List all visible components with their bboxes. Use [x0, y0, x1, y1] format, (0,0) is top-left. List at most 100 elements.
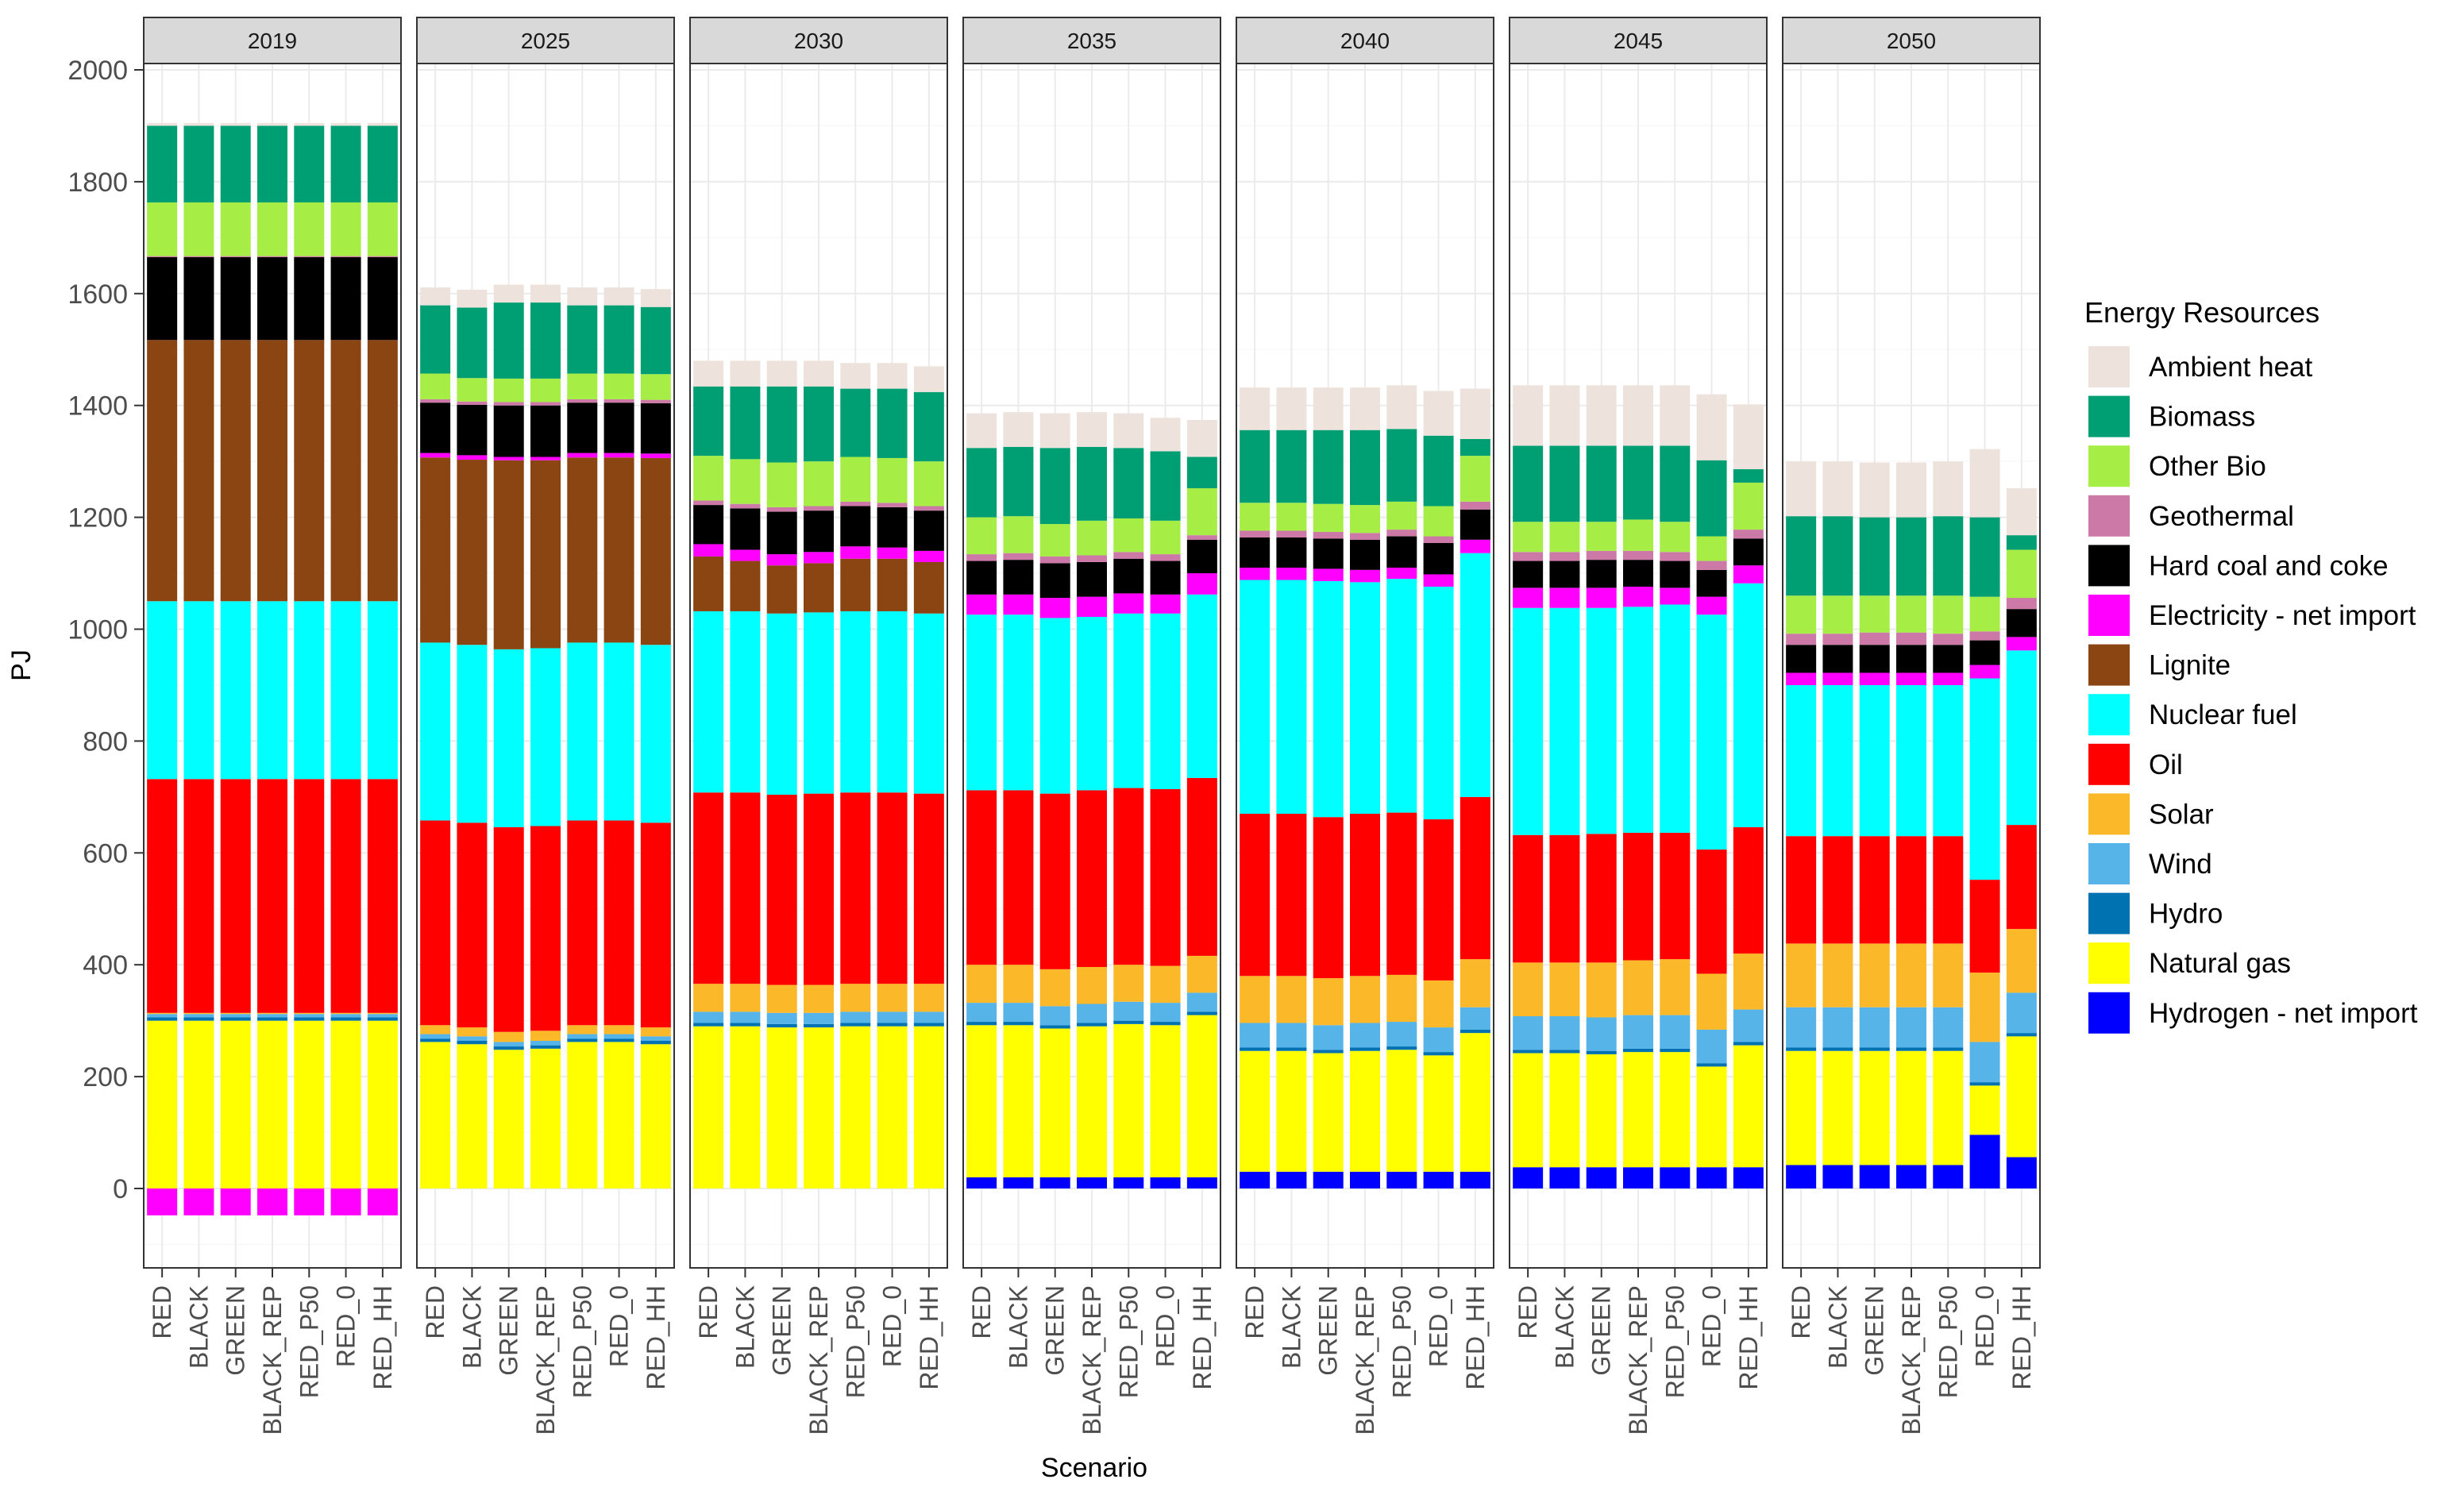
bar-segment-lignite — [257, 340, 287, 602]
bar-segment-other-bio — [2006, 549, 2037, 599]
bar-segment-hydro — [966, 1022, 997, 1026]
bar-segment-natural-gas — [1896, 1050, 1926, 1165]
bar-segment-lignite — [183, 340, 214, 602]
bar-segment-biomass — [220, 125, 251, 202]
legend-label: Hydro — [2149, 899, 2223, 930]
bar-segment-nuclear-fuel — [1423, 586, 1454, 820]
bar-segment-hard-coal-and-coke — [804, 510, 834, 553]
bar-segment-wind — [1077, 1004, 1107, 1023]
bar-segment-biomass — [1423, 435, 1454, 507]
bar-segment-wind — [294, 1014, 325, 1018]
bar-segment-hard-coal-and-coke — [603, 403, 634, 453]
bar-segment-hydro — [1786, 1047, 1817, 1051]
bar-segment-nuclear-fuel — [1240, 580, 1271, 814]
bar-segment-hard-coal-and-coke — [1039, 563, 1070, 599]
bar-2019-red-p50 — [294, 122, 325, 1215]
bar-segment-hard-coal-and-coke — [493, 405, 524, 457]
bar-segment-hard-coal-and-coke — [220, 257, 251, 341]
bar-segment-ambient-heat — [1313, 387, 1344, 430]
bar-segment-hard-coal-and-coke — [530, 405, 561, 457]
bar-segment-geothermal — [457, 401, 488, 405]
bar-segment-other-bio — [1350, 505, 1380, 534]
bar-segment-nuclear-fuel — [840, 611, 871, 793]
bar-segment-hard-coal-and-coke — [183, 257, 214, 341]
bar-segment-hydrogen-net-import — [1786, 1165, 1817, 1188]
bar-segment-nuclear-fuel — [1003, 614, 1034, 791]
bar-segment-electricity-net-import — [1386, 568, 1417, 580]
bar-segment-nuclear-fuel — [640, 645, 671, 823]
bar-segment-lignite — [567, 457, 598, 643]
bar-segment-hydro — [1313, 1050, 1344, 1054]
bar-segment-geothermal — [1350, 533, 1380, 540]
bar-segment-hard-coal-and-coke — [1513, 561, 1544, 588]
bar-segment-other-bio — [1586, 522, 1617, 551]
bar-segment-geothermal — [147, 256, 178, 258]
legend-label: Other Bio — [2149, 451, 2266, 482]
x-tick-label: RED — [148, 1285, 176, 1339]
x-tick-label: GREEN — [768, 1285, 796, 1376]
bar-segment-ambient-heat — [1586, 385, 1617, 446]
bar-segment-hard-coal-and-coke — [1660, 561, 1691, 588]
bar-segment-lignite — [877, 558, 908, 611]
bar-segment-solar — [1350, 976, 1380, 1023]
x-tick-label: BLACK — [1277, 1285, 1305, 1369]
bar-segment-electricity-net-import — [2006, 637, 2037, 651]
bar-segment-biomass — [1113, 448, 1144, 519]
bar-segment-wind — [567, 1034, 598, 1039]
bar-segment-other-bio — [840, 457, 871, 502]
bar-segment-hydro — [640, 1041, 671, 1045]
bar-segment-geothermal — [530, 402, 561, 406]
bar-segment-nuclear-fuel — [1696, 614, 1727, 850]
bar-segment-geothermal — [1786, 634, 1817, 645]
bar-segment-wind — [1896, 1007, 1926, 1048]
bar-segment-hard-coal-and-coke — [567, 403, 598, 453]
bar-segment-hydro — [1733, 1042, 1764, 1046]
bar-segment-oil — [147, 779, 178, 1013]
bar-segment-natural-gas — [1859, 1050, 1890, 1165]
bar-segment-hydrogen-net-import — [1350, 1171, 1380, 1188]
bar-2040-red-hh — [1460, 388, 1490, 1188]
bar-segment-other-bio — [1660, 522, 1691, 553]
bar-segment-wind — [1350, 1023, 1380, 1048]
bar-segment-electricity-net-import — [1859, 672, 1890, 685]
bar-2035-red-0 — [1150, 418, 1181, 1188]
bar-segment-lignite — [693, 556, 724, 611]
bar-segment-hard-coal-and-coke — [1423, 543, 1454, 575]
bar-segment-wind — [1276, 1023, 1307, 1048]
bar-segment-biomass — [257, 125, 287, 202]
bar-segment-electricity-net-import — [1186, 573, 1217, 595]
bar-segment-hard-coal-and-coke — [147, 257, 178, 341]
bar-segment-oil — [1003, 790, 1034, 965]
bar-segment-natural-gas — [1386, 1050, 1417, 1172]
bar-segment-biomass — [1150, 451, 1181, 521]
bar-segment-other-bio — [530, 378, 561, 403]
bar-segment-nuclear-fuel — [420, 642, 451, 821]
bar-segment-hydro — [1933, 1047, 1964, 1051]
bar-segment-hydrogen-net-import — [1933, 1165, 1964, 1188]
bar-segment-biomass — [567, 305, 598, 374]
bar-segment-other-bio — [693, 456, 724, 501]
bar-segment-biomass — [1077, 446, 1107, 521]
bar-segment-hydro — [1586, 1050, 1617, 1054]
bar-segment-hydro — [1896, 1047, 1926, 1051]
bar-segment-nuclear-fuel — [1460, 553, 1490, 797]
bar-segment-other-bio — [804, 461, 834, 507]
bar-segment-nuclear-fuel — [1859, 684, 1890, 837]
bar-segment-electricity-net-import — [1113, 593, 1144, 614]
bar-segment-natural-gas — [1586, 1054, 1617, 1168]
bar-segment-electricity-net-import — [457, 455, 488, 460]
bar-segment-geothermal — [966, 554, 997, 561]
panel-2025: 2025 RED BLACK GREEN BLACK_REP RED_P50 RED_0 RE… — [416, 17, 675, 1435]
bar-segment-hydrogen-net-import — [1039, 1177, 1070, 1188]
bar-segment-natural-gas — [693, 1026, 724, 1188]
legend-key-oil — [2088, 743, 2130, 785]
bar-segment-electricity-net-import — [966, 594, 997, 615]
legend-key-nuclear-fuel — [2088, 694, 2130, 736]
legend-key-hydrogen-net-import — [2088, 992, 2130, 1034]
strip-2019 — [143, 17, 402, 64]
bar-segment-geothermal — [257, 256, 287, 258]
bar-segment-solar — [1039, 969, 1070, 1007]
bar-segment-solar — [1549, 962, 1580, 1017]
panel-2040: 2040 RED BLACK GREEN BLACK_REP RED_P50 RED_0 RE… — [1236, 17, 1494, 1435]
bar-segment-oil — [1969, 880, 2000, 973]
